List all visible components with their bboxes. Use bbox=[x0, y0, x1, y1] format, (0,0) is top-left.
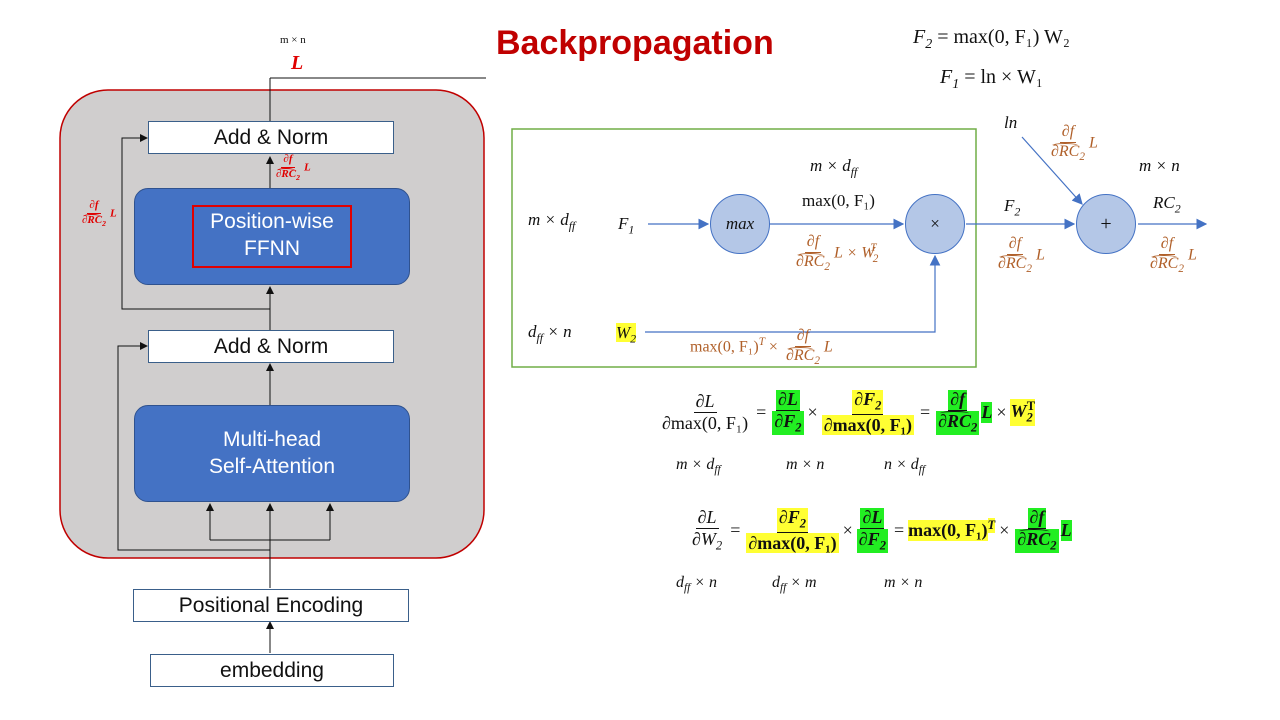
eq2-dim-1: dff × n bbox=[676, 574, 718, 595]
output-dim-label: m × n bbox=[280, 34, 306, 46]
grad-f2-label: ∂f ∂RC2 L bbox=[998, 235, 1045, 275]
node-max: max bbox=[710, 194, 770, 254]
mid-value-label: max(0, F₁) bbox=[802, 191, 875, 210]
mhsa-block: Multi-head Self-Attention bbox=[134, 405, 410, 502]
grad-label-residual: ∂f ∂RC2 L bbox=[82, 199, 117, 228]
grad-max-label: ∂f ∂RC2 L × W2T bbox=[796, 233, 879, 273]
w2-dim-label: dff × n bbox=[528, 322, 572, 345]
eq1-dim-2: m × n bbox=[786, 456, 825, 473]
grad-label-ffnn: ∂f ∂RC2 L bbox=[276, 153, 311, 182]
ffnn-highlight-box: Position-wise FFNN bbox=[192, 205, 352, 268]
equation-grad-w2: ∂L ∂W2 = ∂F2 ∂max(0, F₁) × ∂L ∂F2 = max(0, … bbox=[692, 507, 1072, 553]
ffnn-label-line2: FFNN bbox=[244, 236, 300, 260]
w2-label: W2 bbox=[616, 323, 637, 346]
equation-f1: F1 = ln × W₁ bbox=[940, 66, 1043, 92]
eq2-dim-2: dff × m bbox=[772, 574, 817, 595]
f1-dim-label: m × dff bbox=[528, 210, 576, 233]
eq2-dim-3: m × n bbox=[884, 574, 923, 591]
out-dim-label: m × n bbox=[1139, 156, 1180, 175]
ffnn-block: Position-wise FFNN bbox=[134, 188, 410, 285]
embedding-box: embedding bbox=[150, 654, 394, 687]
rc2-label: RC2 bbox=[1153, 193, 1181, 216]
equation-f2: F2 = max(0, F₁) W₂ bbox=[913, 26, 1070, 52]
node-multiply: × bbox=[905, 194, 965, 254]
add-norm-bottom-box: Add & Norm bbox=[148, 330, 394, 363]
f2-label: F2 bbox=[1004, 196, 1021, 219]
mhsa-label-line1: Multi-head bbox=[222, 428, 322, 452]
ffnn-label-line1: Position-wise bbox=[210, 210, 334, 234]
grad-ln-label: ∂f ∂RC2 L bbox=[1051, 123, 1098, 163]
loss-label: L bbox=[291, 52, 304, 74]
positional-encoding-box: Positional Encoding bbox=[133, 589, 409, 622]
add-norm-top-box: Add & Norm bbox=[148, 121, 394, 154]
mhsa-label-line2: Self-Attention bbox=[208, 454, 336, 478]
graph-frame bbox=[511, 128, 977, 368]
page-title: Backpropagation bbox=[496, 24, 774, 62]
grad-out-label: ∂f ∂RC2 L bbox=[1150, 235, 1197, 275]
mid-dim-label: m × dff bbox=[810, 156, 858, 179]
eq1-dim-3: n × dff bbox=[884, 456, 926, 477]
grad-w2-label: max(0, F₁)T × ∂f ∂RC2 L bbox=[690, 327, 833, 367]
equation-grad-max: ∂L ∂max(0, F₁) = ∂L ∂F2 × ∂F2 ∂max(0, F₁) =… bbox=[662, 389, 1036, 435]
f1-label: F1 bbox=[618, 214, 635, 237]
node-add: + bbox=[1076, 194, 1136, 254]
ln-label: ln bbox=[1004, 113, 1018, 132]
eq1-dim-1: m × dff bbox=[676, 456, 721, 477]
